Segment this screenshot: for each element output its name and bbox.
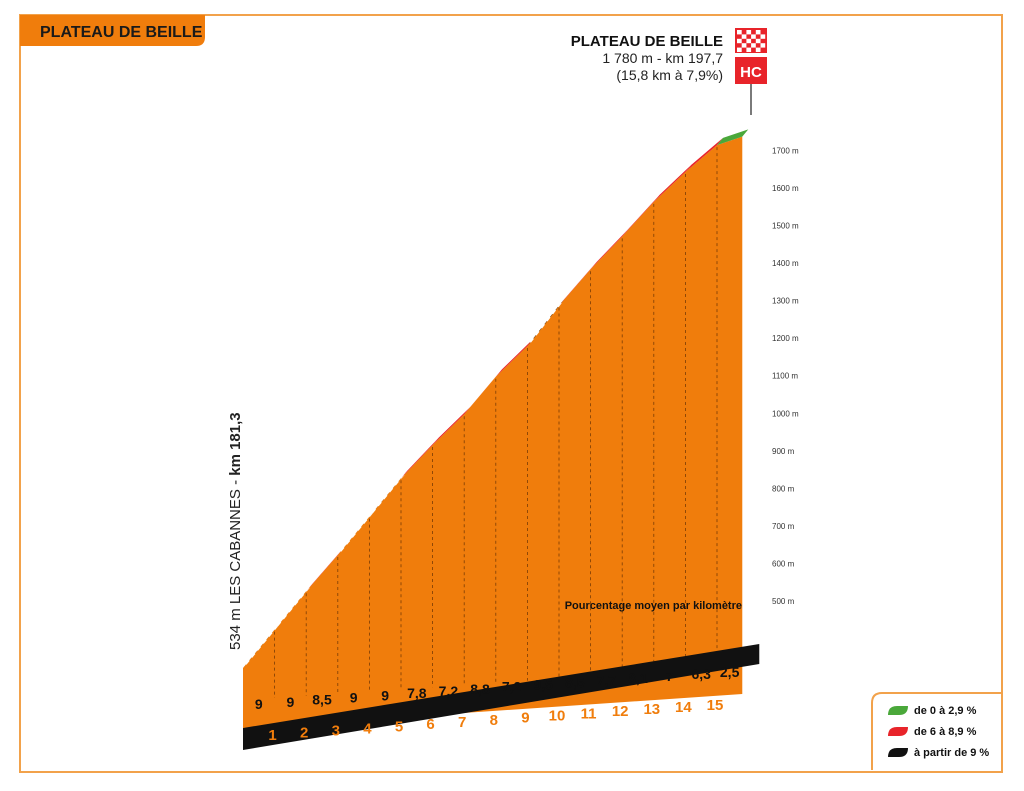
segment-ribbon-16	[717, 129, 749, 146]
gradient-label: 7,2	[439, 683, 459, 699]
start-place: 534 m LES CABANNES -	[227, 476, 244, 650]
gradient-label: 9,5	[533, 677, 553, 693]
segment-ribbon-8	[464, 369, 502, 415]
gradient-label: 8,5	[565, 674, 585, 690]
segment-ribbon-6	[401, 437, 439, 479]
y-tick-label: 1100 m	[772, 372, 798, 381]
y-tick-label: 1300 m	[772, 297, 799, 306]
km-tick-label: 11	[581, 705, 597, 722]
km-tick-label: 2	[300, 725, 308, 742]
legend-label: de 6 à 8,9 %	[914, 726, 977, 738]
legend-swatch	[888, 748, 908, 757]
start-label: 534 m LES CABANNES - km 181,3	[227, 412, 244, 650]
y-tick-label: 1600 m	[772, 184, 799, 193]
y-tick-label: 800 m	[772, 484, 795, 493]
segment-ribbon-12	[590, 229, 629, 270]
segment-ribbon-9	[495, 338, 534, 377]
gradient-label: 9	[381, 687, 389, 703]
km-tick-label: 5	[395, 718, 403, 735]
y-tick-label: 1200 m	[772, 334, 799, 343]
y-tick-label: 900 m	[772, 447, 795, 456]
km-tick-label: 6	[426, 716, 434, 733]
gradient-label: 7,8	[407, 685, 427, 701]
y-tick-label: 600 m	[772, 559, 795, 568]
km-tick-label: 9	[521, 710, 529, 727]
legend-swatch	[888, 706, 908, 715]
segment-ribbon-15	[685, 137, 723, 172]
gradient-label: 6,3	[691, 666, 711, 682]
km-tick-label: 7	[458, 714, 466, 731]
segment-ribbon-11	[559, 262, 597, 306]
gradient-label: 7,7	[597, 672, 617, 688]
y-tick-label: 1400 m	[772, 259, 799, 268]
chart-subtitle: Pourcentage moyen par kilomètre	[565, 600, 742, 612]
gradient-label: 9	[350, 689, 358, 705]
gradient-label: 8,8	[470, 681, 490, 697]
category-label: HC	[740, 64, 762, 81]
y-tick-label: 500 m	[772, 597, 795, 606]
title-tab	[20, 15, 205, 46]
legend-label: de 0 à 2,9 %	[914, 705, 977, 717]
summit-climb: (15,8 km à 7,9%)	[616, 67, 723, 83]
gradient-label: 9	[255, 696, 263, 712]
gradient-label: 2,5	[720, 664, 740, 680]
segment-ribbon-14	[653, 164, 692, 202]
km-tick-label: 15	[707, 697, 724, 714]
y-tick-label: 1000 m	[772, 409, 799, 418]
y-tick-label: 1700 m	[772, 146, 799, 155]
km-tick-label: 13	[643, 701, 660, 718]
legend-swatch	[888, 727, 908, 736]
gradient-label: 7	[666, 668, 674, 684]
gradient-label: 7,2	[502, 679, 522, 695]
km-tick-label: 12	[612, 703, 629, 720]
gradient-label: 9	[287, 694, 295, 710]
summit-name: PLATEAU DE BEILLE	[571, 33, 723, 50]
gradient-label: 8,5	[312, 692, 332, 708]
km-tick-label: 1	[268, 727, 276, 744]
km-tick-label: 3	[332, 723, 340, 740]
km-tick-label: 10	[549, 708, 566, 725]
segment-ribbon-7	[432, 407, 471, 445]
km-tick-label: 14	[675, 699, 692, 716]
checkered-flag-icon	[735, 28, 767, 53]
y-tick-label: 1500 m	[772, 222, 799, 231]
chart-frame	[19, 14, 1003, 773]
chart-title: PLATEAU DE BEILLE	[40, 24, 203, 41]
legend-label: à partir de 9 %	[914, 747, 989, 759]
legend: de 0 à 2,9 % de 6 à 8,9 % à partir de 9 %	[871, 692, 1001, 770]
summit-detail: 1 780 m - km 197,7	[602, 50, 723, 66]
km-band	[243, 644, 760, 750]
segment-ribbon-13	[622, 194, 660, 237]
start-km: km 181,3	[227, 412, 244, 475]
category-badge: HC	[735, 57, 767, 84]
y-tick-label: 700 m	[772, 522, 795, 531]
km-tick-label: 4	[363, 720, 372, 737]
profile-area	[243, 136, 743, 728]
gradient-label: 8,1	[628, 670, 648, 686]
segment-ribbon-3	[306, 547, 344, 592]
km-tick-label: 8	[490, 712, 498, 729]
